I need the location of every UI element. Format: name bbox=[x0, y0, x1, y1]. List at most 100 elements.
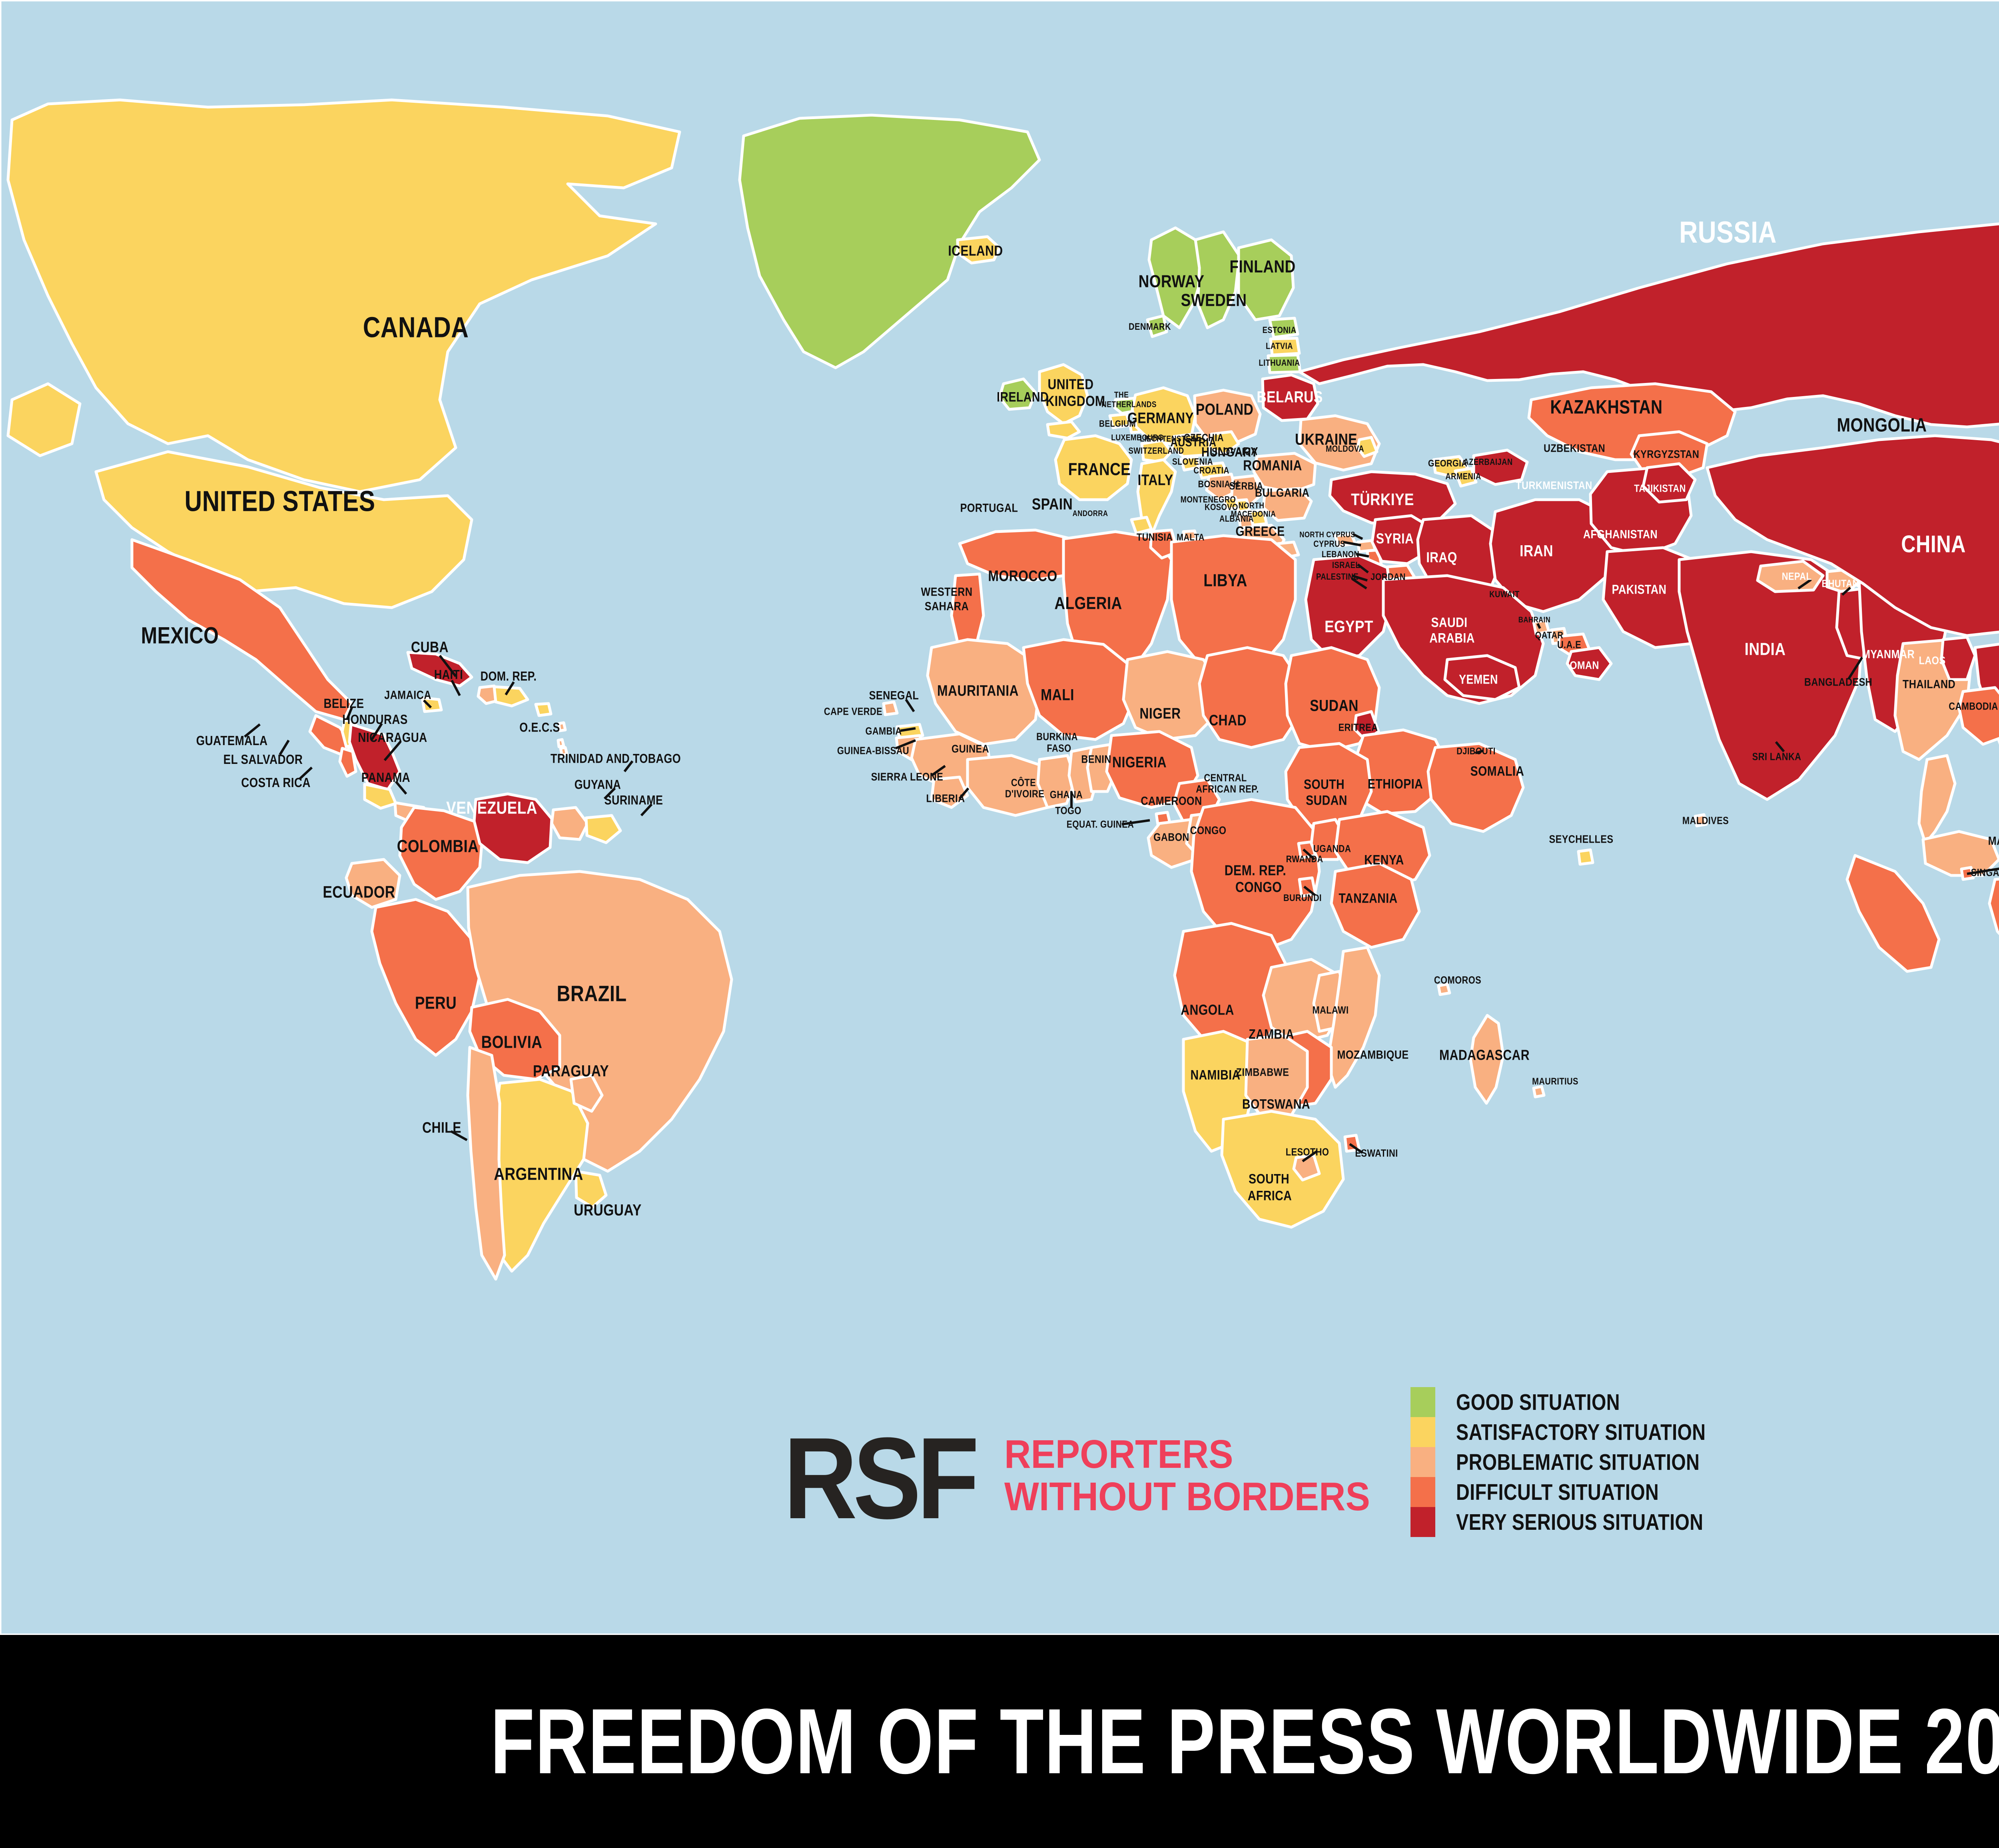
map-label-romania[interactable]: ROMANIA bbox=[1243, 457, 1302, 474]
legend-item-4[interactable]: DIFFICULT SITUATION bbox=[1410, 1477, 1761, 1507]
map-label-rwanda[interactable]: RWANDA bbox=[1286, 853, 1323, 865]
map-label-china[interactable]: CHINA bbox=[1901, 530, 1966, 558]
map-label-botswana[interactable]: BOTSWANA bbox=[1242, 1096, 1310, 1112]
map-label-belize[interactable]: BELIZE bbox=[323, 696, 364, 711]
map-label-mali[interactable]: MALI bbox=[1041, 686, 1074, 704]
map-label-malta[interactable]: MALTA bbox=[1177, 532, 1205, 543]
map-label-bosnia-h[interactable]: BOSNIA-H bbox=[1198, 478, 1239, 490]
map-label-iraq[interactable]: IRAQ bbox=[1426, 549, 1457, 566]
map-label-suriname[interactable]: SURINAME bbox=[604, 793, 663, 807]
map-label-ghana[interactable]: GHANA bbox=[1049, 788, 1083, 801]
map-label-mauritius[interactable]: MAURITIUS bbox=[1532, 1076, 1578, 1087]
world-map[interactable]: .g{fill:#a7ce5b}.y{fill:#fbd45f}.o{fill:… bbox=[0, 0, 1999, 1635]
map-label-estonia[interactable]: ESTONIA bbox=[1262, 325, 1297, 335]
map-label-belgium[interactable]: BELGIUM bbox=[1099, 418, 1136, 429]
map-label-macedonia[interactable]: MACEDONIA bbox=[1231, 509, 1276, 519]
map-label-djibouti[interactable]: DJIBOUTI bbox=[1456, 746, 1496, 757]
map-label-kingdom[interactable]: KINGDOM bbox=[1045, 393, 1105, 409]
map-label-cyprus[interactable]: CYPRUS bbox=[1313, 538, 1345, 549]
map-label-laos[interactable]: LAOS bbox=[1919, 654, 1946, 667]
map-label-qatar[interactable]: QATAR bbox=[1535, 630, 1564, 641]
map-label-iran[interactable]: IRAN bbox=[1520, 542, 1553, 560]
map-label-nepal[interactable]: NEPAL bbox=[1782, 570, 1812, 582]
map-label-maldives[interactable]: MALDIVES bbox=[1682, 814, 1729, 827]
map-label-croatia[interactable]: CROATIA bbox=[1193, 465, 1229, 476]
map-label-bahrain[interactable]: BAHRAIN bbox=[1518, 615, 1551, 624]
map-label-algeria[interactable]: ALGERIA bbox=[1054, 593, 1122, 613]
map-label-north[interactable]: NORTH bbox=[1238, 501, 1265, 510]
map-label-montenegro[interactable]: MONTENEGRO bbox=[1180, 494, 1236, 504]
map-label-t-rkiye[interactable]: TÜRKIYE bbox=[1351, 490, 1414, 509]
map-label-kenya[interactable]: KENYA bbox=[1364, 852, 1404, 868]
map-label-kyrgyzstan[interactable]: KYRGYZSTAN bbox=[1633, 448, 1700, 461]
map-label-tajikistan[interactable]: TAJIKISTAN bbox=[1634, 482, 1686, 494]
map-label-arabia[interactable]: ARABIA bbox=[1429, 630, 1475, 646]
map-label-niger[interactable]: NIGER bbox=[1139, 705, 1181, 722]
map-label-benin[interactable]: BENIN bbox=[1081, 753, 1111, 766]
legend-item-2[interactable]: SATISFACTORY SITUATION bbox=[1410, 1417, 1761, 1447]
map-label-guyana[interactable]: GUYANA bbox=[574, 777, 621, 792]
map-label-gabon[interactable]: GABON bbox=[1153, 831, 1189, 843]
map-label-burundi[interactable]: BURUNDI bbox=[1283, 892, 1322, 903]
map-label-oman[interactable]: OMAN bbox=[1570, 659, 1599, 672]
map-label-guinea[interactable]: GUINEA bbox=[951, 742, 990, 755]
map-label-ecuador[interactable]: ECUADOR bbox=[323, 882, 395, 901]
map-label-israel[interactable]: ISRAEL bbox=[1332, 560, 1361, 570]
map-label-jordan[interactable]: JORDAN bbox=[1371, 571, 1406, 582]
map-label-tanzania[interactable]: TANZANIA bbox=[1339, 891, 1398, 906]
legend-item-1[interactable]: GOOD SITUATION bbox=[1410, 1387, 1761, 1417]
map-label-myanmar[interactable]: MYANMAR bbox=[1861, 648, 1915, 661]
map-label-nicaragua[interactable]: NICARAGUA bbox=[358, 730, 427, 745]
map-label-paraguay[interactable]: PARAGUAY bbox=[533, 1062, 609, 1080]
map-label-pakistan[interactable]: PAKISTAN bbox=[1612, 582, 1667, 597]
map-label-slovenia[interactable]: SLOVENIA bbox=[1172, 456, 1213, 467]
map-label-chile[interactable]: CHILE bbox=[422, 1119, 461, 1136]
map-label-somalia[interactable]: SOMALIA bbox=[1470, 764, 1524, 779]
map-label-finland[interactable]: FINLAND bbox=[1229, 257, 1296, 277]
map-label-north-cyprus[interactable]: NORTH CYPRUS bbox=[1299, 530, 1355, 539]
map-label-ireland[interactable]: IRELAND bbox=[997, 389, 1049, 405]
map-label-nigeria[interactable]: NIGERIA bbox=[1112, 754, 1167, 771]
map-label-burkina[interactable]: BURKINA bbox=[1036, 730, 1078, 743]
map-label-western[interactable]: WESTERN bbox=[921, 585, 973, 599]
map-label-lebanon[interactable]: LEBANON bbox=[1321, 549, 1360, 559]
map-label-greece[interactable]: GREECE bbox=[1235, 524, 1285, 539]
map-label-moldova[interactable]: MOLDOVA bbox=[1325, 443, 1365, 454]
map-label-sri-lanka[interactable]: SRI LANKA bbox=[1752, 750, 1801, 763]
map-label-uzbekistan[interactable]: UZBEKISTAN bbox=[1543, 442, 1606, 455]
map-label-tunisia[interactable]: TUNISIA bbox=[1136, 531, 1173, 543]
map-label-south[interactable]: SOUTH bbox=[1303, 777, 1345, 792]
map-label-switzerland[interactable]: SWITZERLAND bbox=[1128, 445, 1184, 456]
map-label-poland[interactable]: POLAND bbox=[1195, 401, 1254, 419]
map-label-costa-rica[interactable]: COSTA RICA bbox=[241, 775, 311, 790]
map-label-bhutan[interactable]: BHUTAN bbox=[1821, 577, 1859, 590]
map-label-d-ivoire[interactable]: D'IVOIRE bbox=[1005, 787, 1045, 800]
map-label-kosovo[interactable]: KOSOVO bbox=[1205, 502, 1238, 512]
map-label-u-a-e[interactable]: U.A.E bbox=[1557, 638, 1582, 651]
map-label-portugal[interactable]: PORTUGAL bbox=[960, 501, 1018, 515]
map-label-latvia[interactable]: LATVIA bbox=[1266, 341, 1293, 351]
map-label-sudan[interactable]: SUDAN bbox=[1306, 793, 1347, 808]
map-label-equat-guinea[interactable]: EQUAT. GUINEA bbox=[1066, 819, 1134, 830]
map-label-india[interactable]: INDIA bbox=[1744, 639, 1786, 659]
map-label-syria[interactable]: SYRIA bbox=[1376, 530, 1414, 547]
map-label-malawi[interactable]: MALAWI bbox=[1312, 1004, 1349, 1016]
map-label-mongolia[interactable]: MONGOLIA bbox=[1837, 415, 1927, 436]
map-label-denmark[interactable]: DENMARK bbox=[1129, 321, 1171, 332]
map-label-albania[interactable]: ALBANIA bbox=[1219, 513, 1254, 524]
map-label-liberia[interactable]: LIBERIA bbox=[926, 792, 965, 805]
map-label-italy[interactable]: ITALY bbox=[1137, 472, 1173, 489]
map-label-congo[interactable]: CONGO bbox=[1190, 824, 1227, 837]
map-label-lesotho[interactable]: LESOTHO bbox=[1285, 1146, 1329, 1158]
map-label-dom-rep[interactable]: DOM. REP. bbox=[480, 669, 537, 684]
map-label-madagascar[interactable]: MADAGASCAR bbox=[1439, 1047, 1530, 1063]
map-label-canada[interactable]: CANADA bbox=[363, 311, 469, 344]
map-label-kuwait[interactable]: KUWAIT bbox=[1489, 589, 1520, 599]
map-label-central[interactable]: CENTRAL bbox=[1204, 771, 1247, 784]
map-label-bangladesh[interactable]: BANGLADESH bbox=[1804, 676, 1873, 688]
map-label-turkmenistan[interactable]: TURKMENISTAN bbox=[1516, 479, 1592, 492]
map-label-armenia[interactable]: ARMENIA bbox=[1445, 471, 1481, 481]
map-label-mexico[interactable]: MEXICO bbox=[141, 622, 219, 649]
map-label-africa[interactable]: AFRICA bbox=[1247, 1188, 1292, 1204]
map-label-sahara[interactable]: SAHARA bbox=[924, 600, 969, 613]
